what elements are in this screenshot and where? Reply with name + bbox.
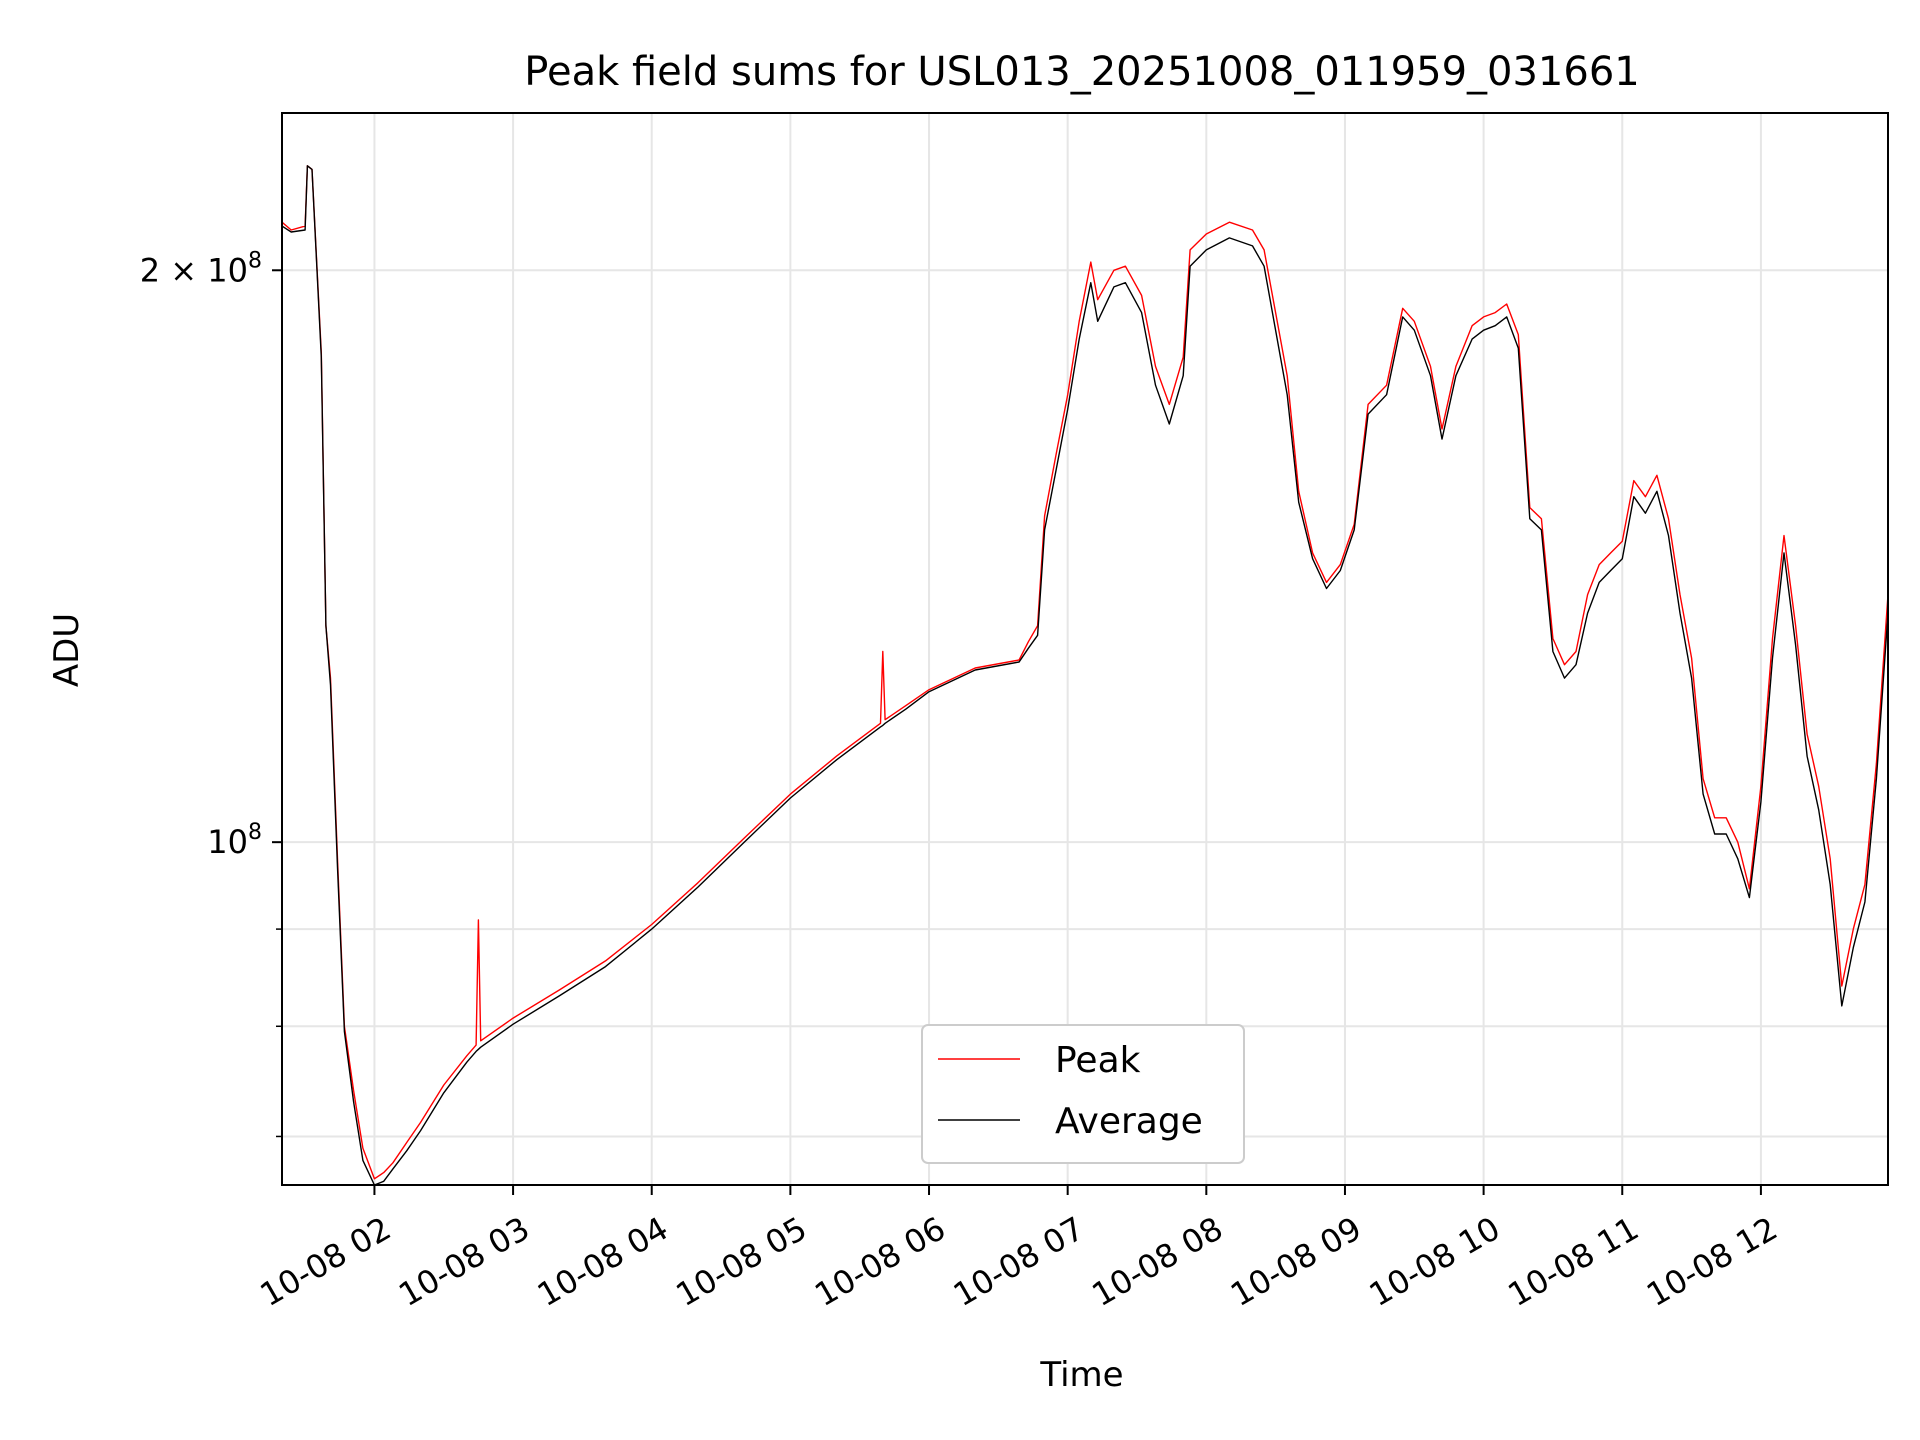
x-tick-label: 10-08 06 (808, 1209, 952, 1314)
series-line-peak (282, 165, 1888, 1180)
x-tick-label: 10-08 05 (670, 1209, 814, 1314)
series-line-average (282, 165, 1888, 1185)
x-tick-label: 10-08 11 (1501, 1209, 1645, 1314)
chart-title: Peak field sums for USL013_20251008_0119… (524, 49, 1639, 95)
series-layer (282, 165, 1888, 1185)
x-tick-label: 10-08 12 (1640, 1209, 1784, 1314)
x-tick-label: 10-08 09 (1224, 1209, 1368, 1314)
x-tick-label: 10-08 08 (1086, 1209, 1230, 1314)
labels-layer: Peak field sums for USL013_20251008_0119… (47, 49, 1640, 1395)
y-tick-label: 2 × 108 (140, 248, 262, 289)
x-axis-label: Time (1039, 1355, 1123, 1395)
x-tick-label: 10-08 07 (947, 1209, 1091, 1314)
legend: Peak Average (921, 1024, 1245, 1164)
x-tick-label: 10-08 04 (531, 1209, 675, 1314)
y-tick-label: 108 (207, 820, 262, 861)
axes-layer (281, 112, 1889, 1186)
legend-label-peak: Peak (1055, 1040, 1141, 1081)
x-tick-label: 10-08 03 (392, 1209, 536, 1314)
legend-label-average: Average (1055, 1101, 1203, 1142)
x-tick-label: 10-08 10 (1363, 1209, 1507, 1314)
plot-frame (281, 112, 1889, 1186)
y-axis-label: ADU (47, 613, 87, 687)
x-tick-label: 10-08 02 (254, 1209, 398, 1314)
